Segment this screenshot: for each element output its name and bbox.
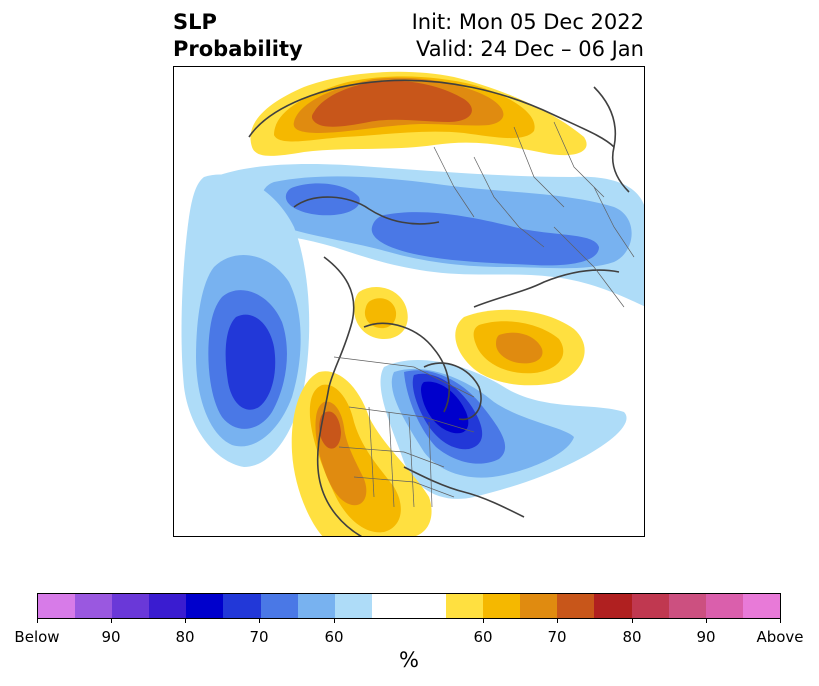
colorbar-tick: [37, 619, 38, 623]
colorbar-cell: [112, 594, 150, 618]
colorbar-tick: [259, 619, 260, 623]
colorbar-tick-label-above: Above: [756, 628, 804, 646]
above-region-arctic-small-65: [364, 298, 397, 329]
colorbar-cell: [594, 594, 632, 618]
colorbar-tick-label: 90: [101, 628, 121, 646]
colorbar-tick: [706, 619, 707, 623]
colorbar-tick: [185, 619, 186, 623]
colorbar-cell: [446, 594, 484, 618]
colorbar-cell: [149, 594, 187, 618]
colorbar-cell: [631, 594, 669, 618]
colorbar-tick: [111, 619, 112, 623]
colorbar-cell: [186, 594, 224, 618]
colorbar-cell-neutral: [371, 594, 447, 618]
colorbar-cell: [705, 594, 743, 618]
colorbar-tick-label-below: Below: [14, 628, 60, 646]
chart-subtitle: Init: Mon 05 Dec 2022 Valid: 24 Dec – 06…: [412, 9, 644, 63]
below-region-hudson-80: [421, 381, 469, 434]
colorbar-cell: [297, 594, 335, 618]
chart-title: SLP Probability: [173, 9, 303, 63]
colorbar-cell: [483, 594, 521, 618]
colorbar-cell: [38, 594, 76, 618]
colorbar-tick-label: 70: [547, 628, 567, 646]
colorbar-tick: [334, 619, 335, 623]
colorbar-cell: [742, 594, 780, 618]
colorbar-tick: [557, 619, 558, 623]
above-region-westna-75: [319, 411, 341, 449]
map-canvas: [181, 71, 644, 536]
below-region-band-70: [371, 212, 599, 266]
colorbar-cell: [75, 594, 113, 618]
title-left-line1: SLP: [173, 10, 217, 34]
colorbar-cell: [520, 594, 558, 618]
valid-period-label: Valid: 24 Dec – 06 Jan: [415, 37, 644, 61]
init-date-label: Init: Mon 05 Dec 2022: [411, 10, 644, 34]
colorbar: [37, 593, 781, 619]
colorbar-tick: [632, 619, 633, 623]
colorbar-cell: [557, 594, 595, 618]
colorbar-tick-label: 80: [175, 628, 195, 646]
colorbar-unit-label: %: [399, 648, 419, 672]
colorbar-tick-label: 90: [696, 628, 716, 646]
below-region-pacific-75: [225, 314, 276, 410]
colorbar-cell: [668, 594, 706, 618]
above-region-atlantic-70: [496, 332, 543, 364]
colorbar-tick-label: 70: [249, 628, 269, 646]
colorbar-tick: [483, 619, 484, 623]
colorbar-cell: [223, 594, 261, 618]
below-region-band-left-70: [285, 183, 360, 216]
colorbar-tick: [780, 619, 781, 623]
colorbar-cell: [334, 594, 372, 618]
title-left-line2: Probability: [173, 37, 303, 61]
probability-map: [173, 66, 645, 537]
colorbar-tick-label: 80: [622, 628, 642, 646]
above-region-arctic-75: [311, 80, 472, 127]
colorbar-tick-label: 60: [324, 628, 344, 646]
political-borders: [333, 121, 635, 508]
colorbar-tick-label: 60: [473, 628, 493, 646]
colorbar-cell: [260, 594, 298, 618]
